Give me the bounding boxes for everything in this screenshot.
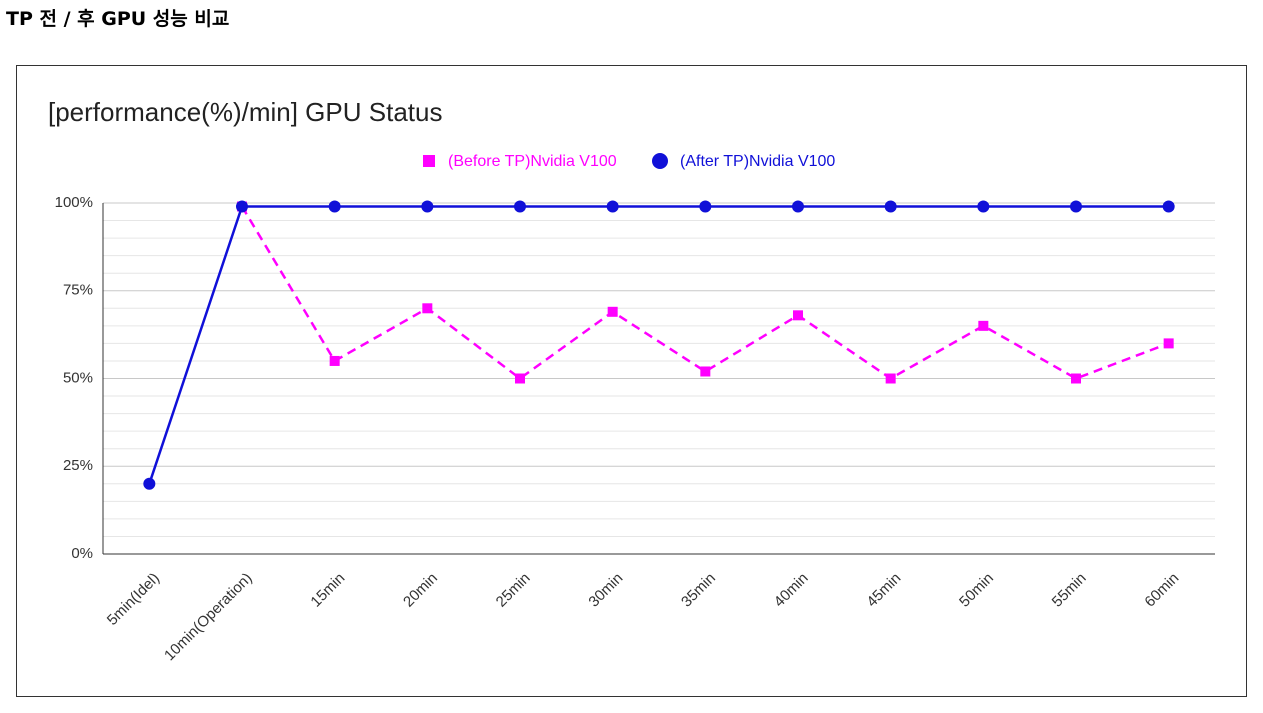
legend-marker	[652, 153, 668, 169]
x-tick-label: 30min	[585, 570, 626, 611]
data-point	[978, 320, 989, 331]
chart-title: [performance(%)/min] GPU Status	[48, 97, 442, 127]
data-point	[792, 200, 804, 213]
legend-marker	[423, 155, 435, 167]
data-point	[1071, 373, 1081, 384]
data-point	[1070, 200, 1082, 213]
data-point	[514, 200, 526, 213]
x-tick-label: 50min	[956, 570, 997, 611]
x-tick-label: 15min	[307, 570, 348, 611]
y-tick-label: 25%	[63, 457, 93, 474]
data-point	[606, 200, 619, 213]
series-line	[148, 205, 1169, 485]
x-tick-label: 5min(Idel)	[104, 570, 163, 629]
data-point	[328, 200, 341, 213]
data-point	[700, 366, 711, 377]
y-tick-label: 100%	[55, 194, 93, 211]
y-tick-label: 50%	[63, 369, 93, 386]
data-point	[699, 200, 712, 213]
data-point	[793, 310, 803, 321]
data-point	[421, 200, 434, 213]
series-line	[240, 205, 1170, 381]
legend-label: (Before TP)Nvidia V100	[448, 153, 617, 170]
y-tick-label: 0%	[71, 545, 93, 562]
y-tick-label: 75%	[63, 282, 93, 299]
data-point	[515, 373, 525, 384]
x-tick-label: 60min	[1141, 570, 1182, 611]
data-point	[885, 373, 896, 384]
data-point	[143, 477, 156, 490]
data-point	[422, 303, 433, 314]
chart-frame	[16, 65, 1247, 697]
data-point	[977, 200, 990, 213]
page-title: TP 전 / 후 GPU 성능 비교	[6, 8, 230, 30]
x-tick-label: 40min	[771, 570, 812, 611]
x-tick-label: 25min	[493, 570, 534, 611]
data-point	[236, 200, 248, 213]
data-point	[884, 200, 897, 213]
x-tick-label: 35min	[678, 570, 719, 611]
data-point	[329, 355, 340, 366]
x-tick-label: 10min(Operation)	[161, 570, 256, 665]
data-point	[1163, 338, 1174, 349]
data-point	[1162, 200, 1175, 213]
x-tick-label: 55min	[1049, 570, 1090, 611]
x-tick-label: 20min	[400, 570, 441, 611]
x-tick-label: 45min	[863, 570, 904, 611]
legend-label: (After TP)Nvidia V100	[680, 153, 835, 170]
data-point	[607, 306, 618, 317]
